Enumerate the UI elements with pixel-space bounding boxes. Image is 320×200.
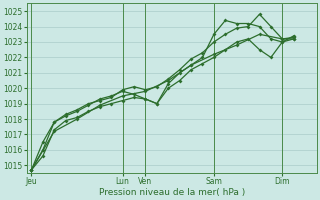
X-axis label: Pression niveau de la mer( hPa ): Pression niveau de la mer( hPa ) [99, 188, 245, 197]
